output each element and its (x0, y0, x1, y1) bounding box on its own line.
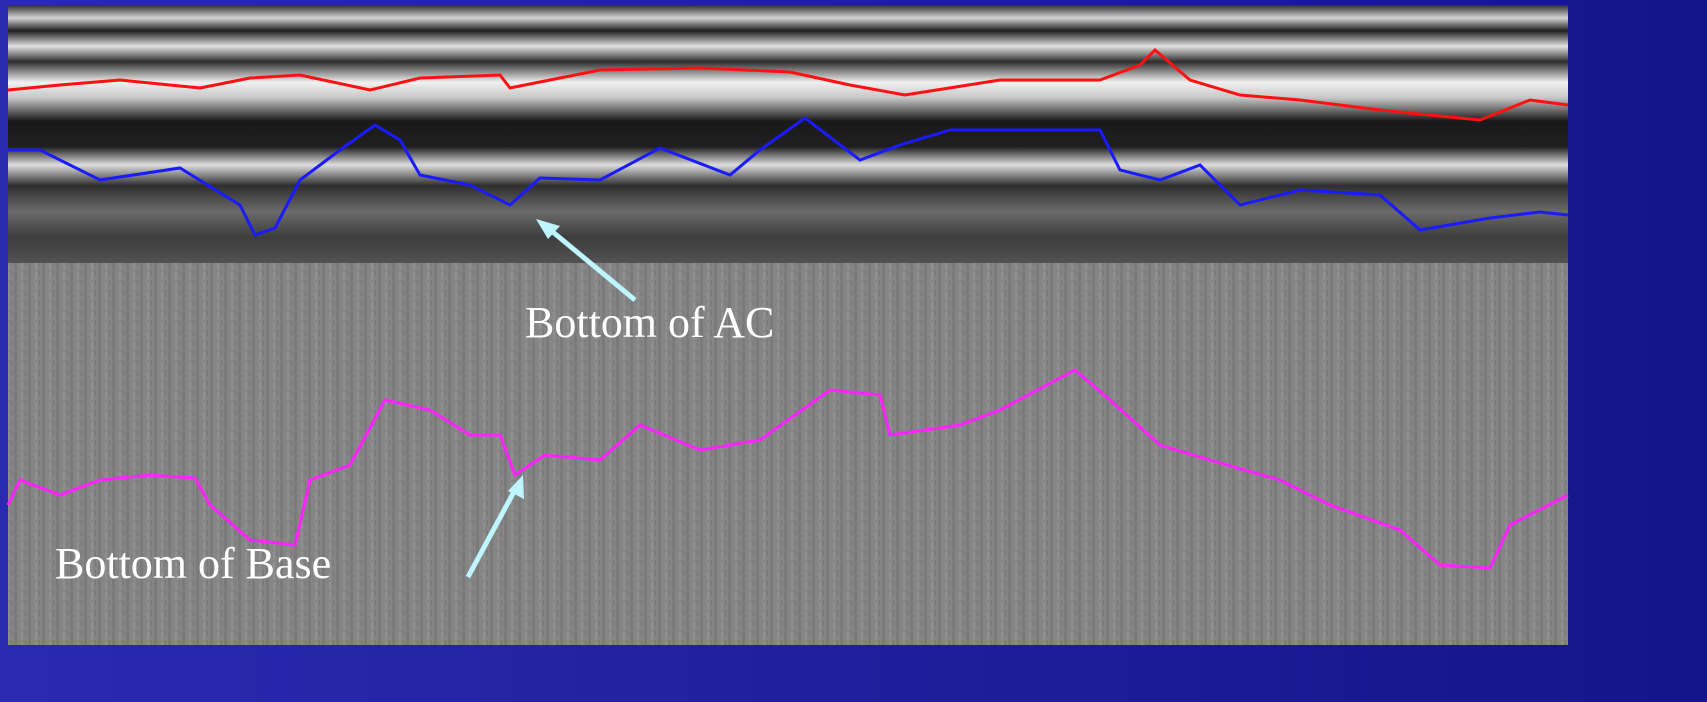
ac-bottom-line (8, 116, 1569, 237)
arrow-base (465, 475, 524, 579)
base-bottom-line (6, 368, 1569, 570)
arrow-ac (536, 219, 637, 302)
radargram-upper (8, 5, 1568, 263)
annotation: Bottom of AC (525, 298, 774, 347)
radargram-shade (8, 5, 1568, 263)
annotation: Bottom of Base (55, 539, 331, 588)
surface-line (7, 47, 1569, 122)
